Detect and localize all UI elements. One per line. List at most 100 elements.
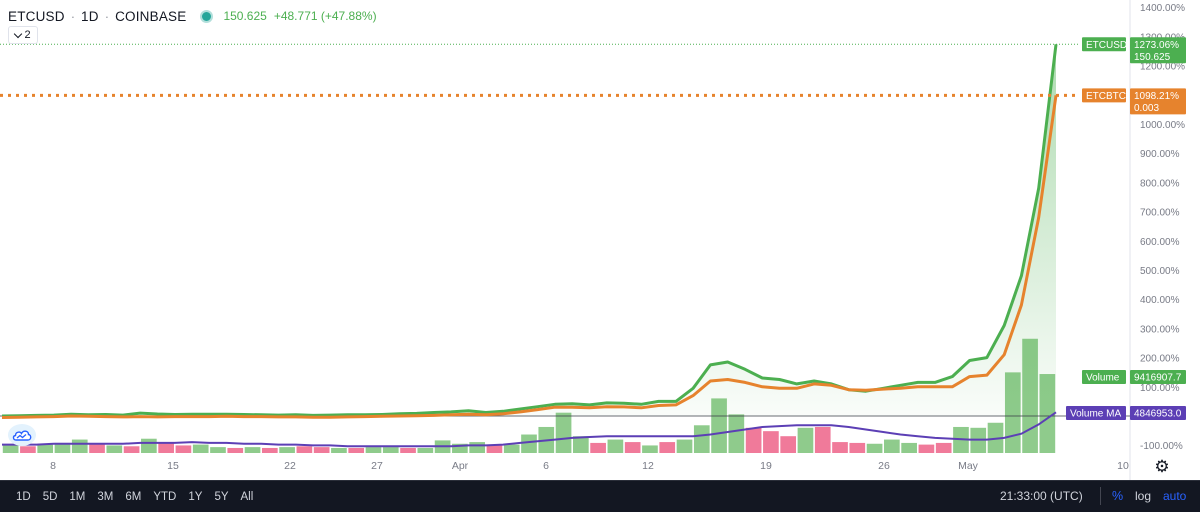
volume-bar	[607, 439, 624, 453]
x-tick-label: 26	[878, 460, 890, 472]
y-tick-label: 800.00%	[1140, 178, 1180, 189]
volume-bar	[37, 444, 54, 453]
range-button-all[interactable]: All	[240, 490, 254, 503]
etcusd-name: ETCUSD	[1086, 40, 1127, 51]
volume-ma-line	[2, 411, 1057, 448]
range-button-1y[interactable]: 1Y	[188, 490, 203, 503]
y-tick-label: 200.00%	[1140, 354, 1180, 365]
volume-bar	[624, 442, 641, 453]
header-separator: ·	[70, 8, 76, 24]
bottom-toolbar: 1D 5D 1M 3M 6M YTD 1Y 5Y All 21:33:00 (UTC) % lo…	[0, 481, 1200, 512]
x-tick-label: 10	[1117, 460, 1129, 472]
tradingview-cloud-icon[interactable]	[8, 424, 36, 446]
etcbtc-name-tag	[1082, 88, 1126, 103]
y-tick-label: 100.00%	[1140, 383, 1180, 394]
volume-value: 9416907.7	[1134, 373, 1182, 384]
volume-bar	[175, 445, 192, 453]
range-button-ytd[interactable]: YTD	[153, 490, 177, 503]
last-price: 150.625	[223, 9, 267, 23]
volume-bar	[382, 447, 399, 453]
volume-bar	[780, 436, 797, 453]
volume-bar	[71, 439, 88, 453]
volume-bar	[452, 443, 468, 453]
volume-bar	[261, 447, 278, 453]
range-button-5y[interactable]: 5Y	[214, 490, 229, 503]
volume-bar	[89, 443, 105, 453]
x-tick-label: 19	[760, 460, 772, 472]
volume-bar	[417, 447, 434, 453]
volume-bar	[521, 434, 537, 453]
date-range-group: 1D 5D 1M 3M 6M YTD 1Y 5Y All	[10, 481, 259, 512]
y-tick-label: 600.00%	[1140, 237, 1180, 248]
volume-bar	[400, 447, 416, 453]
volume-bar	[763, 431, 779, 453]
symbol-name[interactable]: ETCUSD	[8, 8, 65, 24]
range-button-5d[interactable]: 5D	[42, 490, 58, 503]
toolbar-divider	[1100, 487, 1101, 505]
y-tick-label: 300.00%	[1140, 324, 1180, 335]
volume-bar	[486, 445, 503, 453]
chevron-down-icon	[14, 29, 23, 38]
volume-bar	[866, 443, 883, 453]
utc-clock[interactable]: 21:33:00 (UTC)	[1000, 489, 1083, 503]
range-button-3m[interactable]: 3M	[97, 490, 114, 503]
volume-value-tag	[1130, 370, 1186, 384]
volume-bar	[20, 446, 36, 453]
volume-bar	[331, 447, 347, 453]
etcusd-price: 150.625	[1134, 52, 1171, 63]
volume-bar	[555, 412, 572, 453]
volume-bar	[693, 425, 710, 453]
volume-bar	[313, 447, 330, 453]
etcbtc-name: ETCBTC	[1086, 91, 1126, 102]
range-button-1d[interactable]: 1D	[16, 490, 31, 503]
volume-ma-name: Volume MA	[1070, 409, 1121, 420]
y-tick-label: 500.00%	[1140, 266, 1180, 277]
chart-panel[interactable]: 1400.00%1300.00%1200.00%1100.00%1000.00%…	[0, 0, 1200, 481]
volume-bar	[210, 447, 226, 453]
x-tick-label: 27	[371, 460, 383, 472]
x-tick-label: 12	[642, 460, 654, 472]
volume-name: Volume	[1086, 373, 1120, 384]
y-tick-label: 1200.00%	[1140, 62, 1185, 73]
volume-bar	[158, 442, 174, 453]
volume-bar	[935, 442, 952, 453]
auto-scale-button[interactable]: auto	[1163, 489, 1187, 503]
etcusd-line	[1, 44, 1058, 418]
volume-bar	[814, 426, 831, 453]
volume-bar	[590, 442, 606, 453]
y-tick-label: 700.00%	[1140, 208, 1180, 219]
volume-bar	[192, 444, 209, 453]
volume-ma-value: 4846953.0	[1134, 409, 1182, 420]
volume-bar	[849, 442, 866, 453]
volume-bar	[572, 436, 589, 453]
legend-toggle-button[interactable]: 2	[8, 26, 38, 44]
interval-label[interactable]: 1D	[81, 8, 99, 24]
x-tick-label: 22	[284, 460, 296, 472]
volume-bar	[884, 439, 900, 453]
volume-bar	[642, 445, 658, 453]
x-tick-label: 15	[167, 460, 179, 472]
y-tick-label: 400.00%	[1140, 295, 1180, 306]
volume-bar	[123, 446, 140, 453]
volume-bar	[244, 447, 261, 453]
chart-canvas[interactable]: 1400.00%1300.00%1200.00%1100.00%1000.00%…	[0, 0, 1200, 480]
volume-bar	[918, 444, 935, 453]
x-tick-label: 6	[543, 460, 549, 472]
etcusd-value: 1273.06%	[1134, 40, 1179, 51]
percent-scale-button[interactable]: %	[1112, 489, 1124, 503]
volume-bar	[659, 442, 676, 453]
exchange-label: COINBASE	[115, 8, 187, 24]
volume-bar	[469, 442, 486, 453]
volume-bar	[348, 447, 365, 453]
volume-bar	[365, 447, 382, 453]
range-button-6m[interactable]: 6M	[125, 490, 142, 503]
etcusd-area-fill	[2, 44, 1056, 417]
header-separator: ·	[104, 8, 110, 24]
x-tick-label: Apr	[452, 460, 469, 472]
range-button-1m[interactable]: 1M	[69, 490, 86, 503]
etcbtc-value-tag	[1130, 88, 1186, 115]
cloud-logo-shape	[12, 430, 32, 441]
y-tick-label: 1400.00%	[1140, 3, 1185, 14]
gear-icon[interactable]: ⚙	[1154, 457, 1170, 476]
log-scale-button[interactable]: log	[1135, 489, 1152, 503]
